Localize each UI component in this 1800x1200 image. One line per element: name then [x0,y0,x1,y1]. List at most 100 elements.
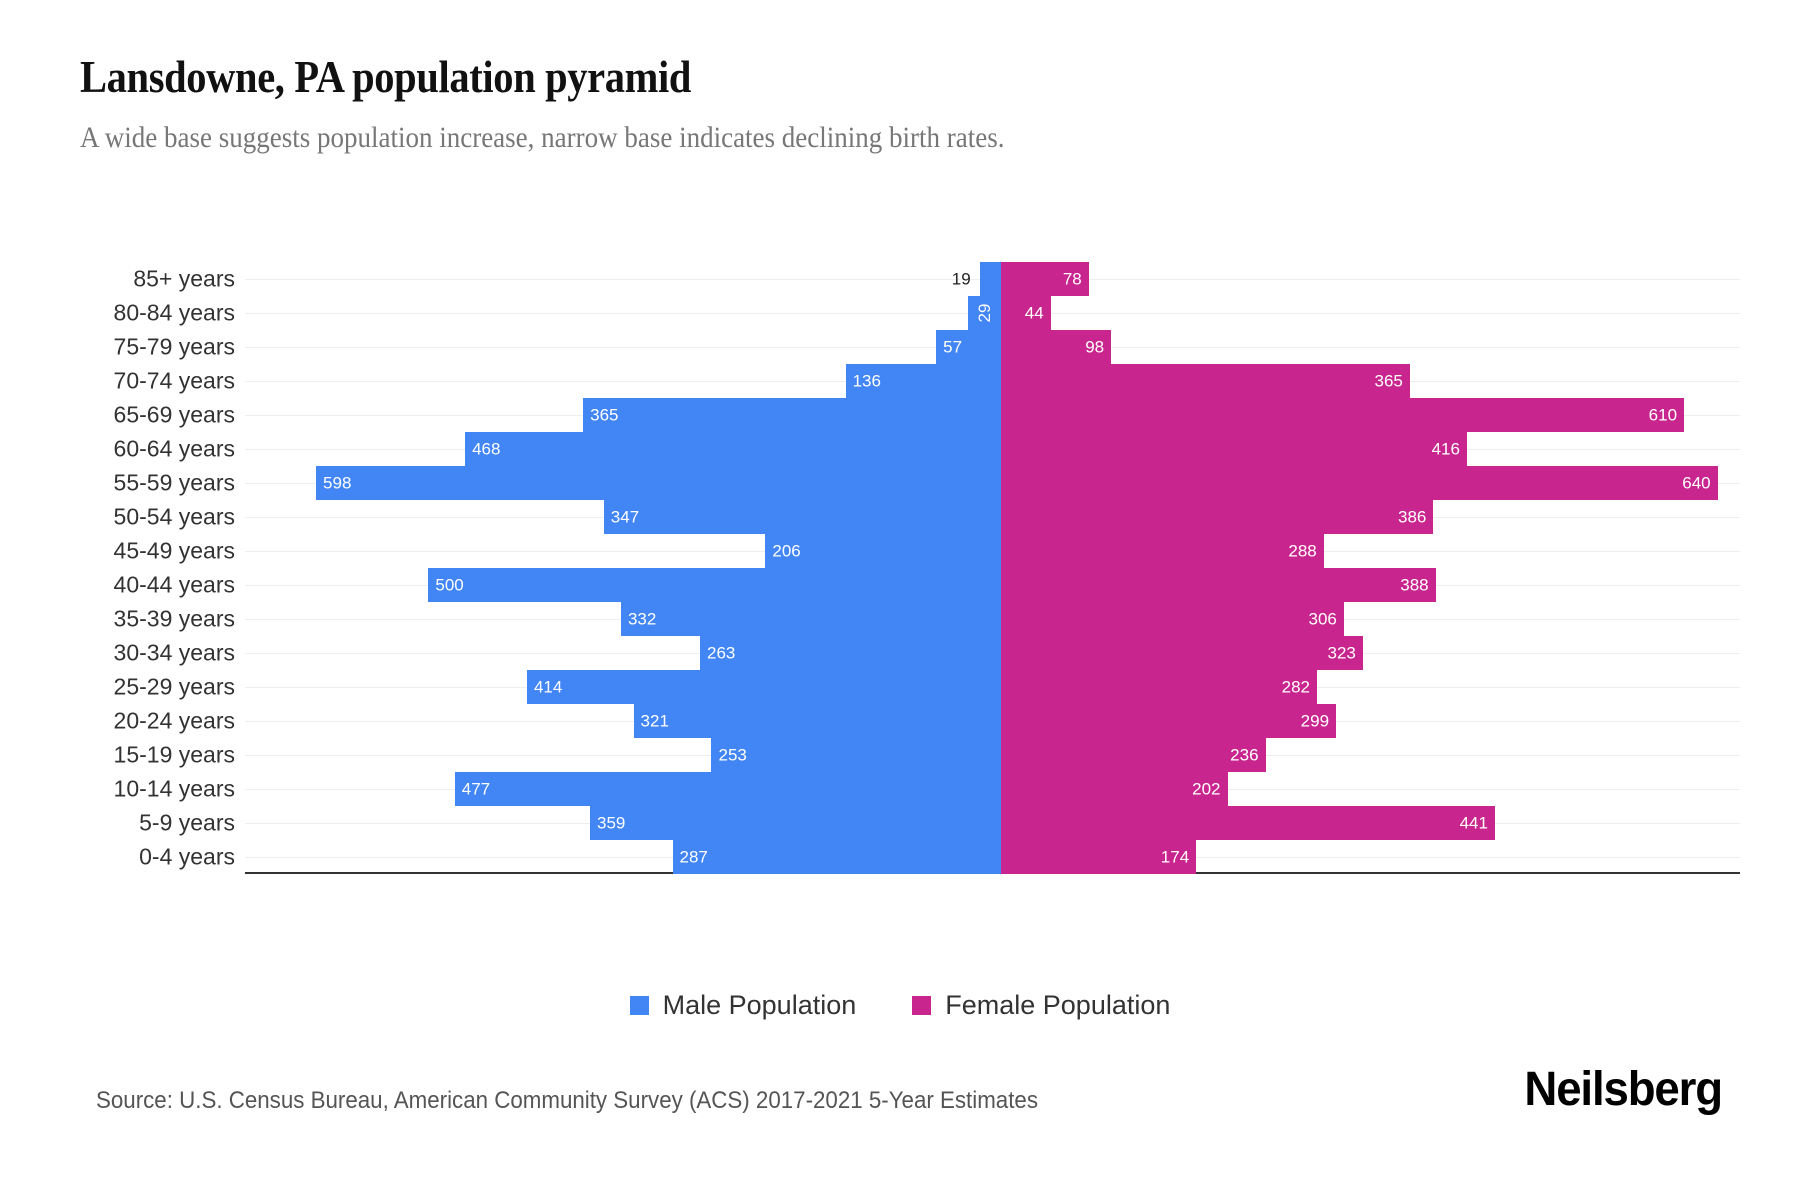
legend-label: Female Population [945,990,1171,1020]
chart-subtitle: A wide base suggests population increase… [80,120,1005,154]
y-axis-label: 15-19 years [113,741,235,768]
bar-row: 347 386 [245,500,1740,534]
bar-female[interactable]: 306 [1001,602,1344,636]
bar-row: 206 288 [245,534,1740,568]
bar-male[interactable]: 414 [526,670,1002,704]
legend-item[interactable]: Female Population [912,990,1170,1021]
bar-value-male: 332 [627,609,657,629]
bar-male[interactable]: 598 [316,466,1002,500]
bar-male[interactable]: 206 [765,534,1002,568]
bar-female[interactable]: 610 [1001,398,1685,432]
bar-male[interactable]: 57 [936,330,1002,364]
bar-value-male: 57 [943,337,963,357]
bar-value-male: 365 [590,405,619,425]
bar-value-male: 359 [596,813,626,833]
chart-legend: Male Population Female Population [0,990,1800,1021]
bar-value-female: 306 [1308,609,1337,629]
y-axis-label: 20-24 years [113,707,235,734]
y-axis-label: 55-59 years [113,469,235,496]
bar-value-female: 236 [1230,745,1259,765]
bar-value-male: 468 [472,439,501,459]
bar-row: 414 282 [245,670,1740,704]
bar-value-female: 610 [1648,405,1678,425]
bar-row: 263 323 [245,636,1740,670]
bar-male[interactable]: 332 [620,602,1002,636]
bar-male[interactable]: 347 [603,500,1002,534]
bar-value-female: 288 [1288,541,1317,561]
bar-value-male: 253 [718,745,747,765]
bar-male[interactable]: 287 [672,840,1002,874]
bar-male[interactable]: 19 [952,262,1002,296]
legend-label: Male Population [662,990,857,1020]
bar-row: 19 78 [245,262,1740,296]
bar-value-male: 19 [951,269,971,289]
bar-female[interactable]: 202 [1001,772,1228,806]
bar-male[interactable]: 468 [465,432,1002,466]
source-note: Source: U.S. Census Bureau, American Com… [96,1087,1039,1114]
page-title: Lansdowne, PA population pyramid [80,51,692,102]
bar-value-female: 44 [1024,303,1044,323]
bar-value-female: 174 [1160,847,1190,867]
bar-value-female: 78 [1062,269,1082,289]
bar-male[interactable]: 321 [633,704,1002,738]
y-axis-label: 50-54 years [113,503,235,530]
bar-female[interactable]: 282 [1001,670,1318,704]
bar-value-female: 441 [1459,813,1488,833]
bar-value-female: 640 [1682,473,1711,493]
bar-female[interactable]: 388 [1001,568,1436,602]
bar-male[interactable]: 253 [711,738,1002,772]
bar-male[interactable]: 477 [454,772,1002,806]
bar-value-female: 323 [1327,643,1356,663]
bar-male[interactable]: 359 [589,806,1002,840]
bar-female[interactable]: 640 [1001,466,1718,500]
y-axis-label: 35-39 years [113,605,235,632]
bar-row: 477 202 [245,772,1740,806]
y-axis-label: 40-44 years [113,571,235,598]
bar-row: 321 299 [245,704,1740,738]
legend-item[interactable]: Male Population [629,990,857,1021]
bar-value-male: 136 [852,371,881,391]
bar-female[interactable]: 174 [1001,840,1197,874]
chart-header: Lansdowne, PA population pyramid A wide … [80,51,1720,155]
bar-male[interactable]: 263 [700,636,1002,670]
bar-female[interactable]: 365 [1001,364,1410,398]
bars-area: 19 78 29 44 57 98 136 365 365 610 468 416 598 640 347 3… [245,262,1740,874]
bar-value-male: 477 [461,779,491,799]
bar-male[interactable]: 29 [968,296,1002,330]
bar-value-female: 202 [1192,779,1221,799]
bar-row: 359 441 [245,806,1740,840]
bar-female[interactable]: 416 [1001,432,1467,466]
bar-female[interactable]: 78 [1001,262,1089,296]
y-axis-label: 30-34 years [113,639,235,666]
bar-value-male: 500 [435,575,464,595]
bar-female[interactable]: 98 [1001,330,1112,364]
bar-male[interactable]: 365 [583,398,1002,432]
bar-row: 598 640 [245,466,1740,500]
bar-value-female: 416 [1431,439,1460,459]
bar-row: 332 306 [245,602,1740,636]
bar-value-male: 206 [772,541,801,561]
male-swatch [629,996,649,1015]
bar-value-male: 414 [533,677,563,697]
brand-logo: Neilsberg [1524,1063,1723,1116]
bar-male[interactable]: 136 [845,364,1002,398]
bar-row: 136 365 [245,364,1740,398]
y-axis-label: 60-64 years [113,435,235,462]
bar-value-female: 388 [1400,575,1429,595]
bar-female[interactable]: 288 [1001,534,1324,568]
bar-value-female: 386 [1398,507,1427,527]
bar-row: 253 236 [245,738,1740,772]
bar-female[interactable]: 44 [1001,296,1051,330]
bar-female[interactable]: 299 [1001,704,1337,738]
bar-value-female: 282 [1281,677,1311,697]
y-axis-label: 0-4 years [139,843,235,870]
bar-female[interactable]: 441 [1001,806,1495,840]
bar-female[interactable]: 386 [1001,500,1434,534]
bar-row: 365 610 [245,398,1740,432]
y-axis-label: 85+ years [133,265,235,292]
bar-male[interactable]: 500 [428,568,1002,602]
bar-female[interactable]: 323 [1001,636,1363,670]
bar-value-male: 347 [610,507,640,527]
bar-female[interactable]: 236 [1001,738,1266,772]
y-axis-labels: 85+ years 80-84 years 75-79 years 70-74 yea… [80,262,235,874]
